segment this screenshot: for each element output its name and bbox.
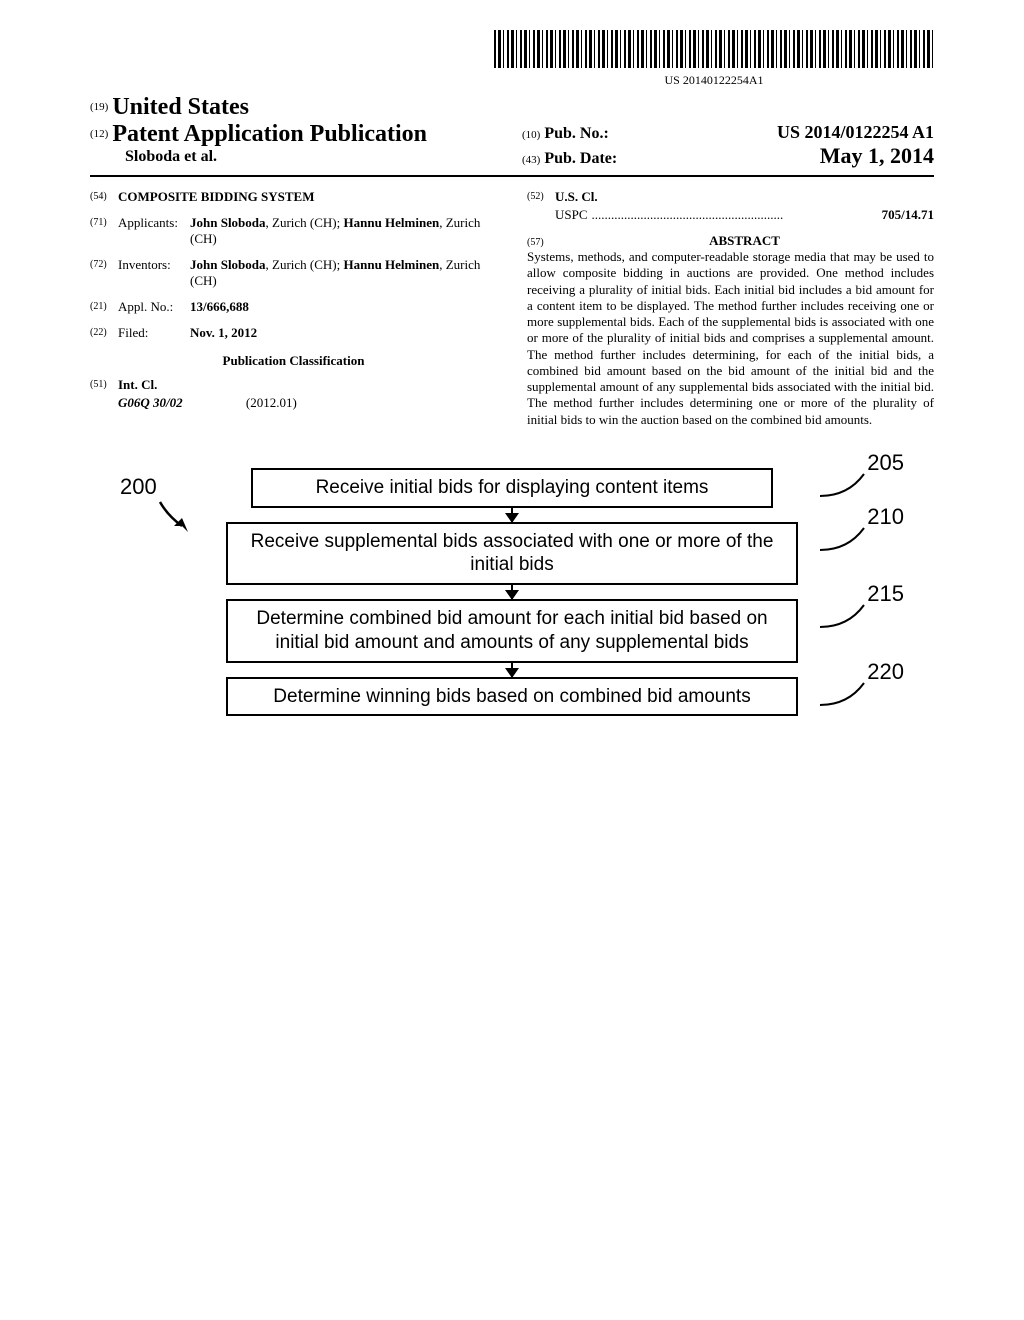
leader-line-icon bbox=[818, 524, 878, 560]
flow-step-box: Determine winning bids based on combined… bbox=[226, 677, 798, 717]
inventors: John Sloboda, Zurich (CH); Hannu Helmine… bbox=[190, 257, 497, 289]
abstract-label: ABSTRACT bbox=[555, 233, 934, 249]
pub-no-label: Pub. No.: bbox=[544, 125, 608, 143]
f21-num: (21) bbox=[90, 299, 118, 315]
f22-num: (22) bbox=[90, 325, 118, 341]
f72-num: (72) bbox=[90, 257, 118, 289]
publication-type: Patent Application Publication bbox=[112, 121, 427, 147]
header-left: (19) United States (12) Patent Applicati… bbox=[90, 94, 502, 169]
int-cl-year: (2012.01) bbox=[246, 395, 297, 410]
f22-label: Filed: bbox=[118, 325, 190, 341]
flow-step-row: Determine winning bids based on combined… bbox=[130, 677, 894, 717]
biblio-columns: (54) COMPOSITE BIDDING SYSTEM (71) Appli… bbox=[90, 189, 934, 428]
abstract-text: Systems, methods, and computer-readable … bbox=[527, 249, 934, 428]
uspc-dots: ........................................… bbox=[588, 207, 882, 223]
leader-line-icon bbox=[818, 679, 878, 715]
flow-steps-container: Receive initial bids for displaying cont… bbox=[130, 468, 894, 717]
applicant-2-name: Hannu Helminen bbox=[344, 215, 440, 230]
applicant-1-loc: , Zurich (CH); bbox=[266, 215, 344, 230]
barcode-block: US 20140122254A1 bbox=[90, 30, 934, 88]
f71-num: (71) bbox=[90, 215, 118, 247]
pub-date-label: Pub. Date: bbox=[544, 150, 617, 168]
int-cl-code-value: G06Q 30/02 bbox=[118, 395, 183, 410]
flow-step-box: Receive supplemental bids associated wit… bbox=[226, 522, 798, 586]
f21-label: Appl. No.: bbox=[118, 299, 190, 315]
arrow-down-icon bbox=[511, 585, 513, 599]
inventor-1-name: John Sloboda bbox=[190, 257, 266, 272]
pub-no: US 2014/0122254 A1 bbox=[777, 122, 934, 143]
header-right: (10) Pub. No.: US 2014/0122254 A1 (43) P… bbox=[522, 94, 934, 169]
authors: Sloboda et al. bbox=[90, 148, 502, 166]
header-rule bbox=[90, 175, 934, 177]
barcode-graphic bbox=[494, 30, 934, 68]
arrow-down-icon bbox=[511, 663, 513, 677]
num-10: (10) bbox=[522, 129, 540, 141]
flow-step-box: Receive initial bids for displaying cont… bbox=[251, 468, 773, 508]
us-cl-label: U.S. Cl. bbox=[555, 189, 934, 205]
inventor-2-name: Hannu Helminen bbox=[344, 257, 440, 272]
int-cl-label: Int. Cl. bbox=[118, 377, 497, 393]
int-cl-code: G06Q 30/02 (2012.01) bbox=[118, 395, 497, 411]
num-43: (43) bbox=[522, 154, 540, 166]
left-column: (54) COMPOSITE BIDDING SYSTEM (71) Appli… bbox=[90, 189, 497, 428]
arrow-down-icon bbox=[511, 508, 513, 522]
num-12: (12) bbox=[90, 128, 108, 140]
f72-label: Inventors: bbox=[118, 257, 190, 289]
uspc-label: USPC bbox=[555, 207, 588, 223]
pub-class-header: Publication Classification bbox=[90, 353, 497, 369]
filed-date: Nov. 1, 2012 bbox=[190, 325, 497, 341]
country: United States bbox=[112, 94, 249, 120]
applicant-1-name: John Sloboda bbox=[190, 215, 266, 230]
f52-num: (52) bbox=[527, 189, 555, 205]
patent-page: US 20140122254A1 (19) United States (12)… bbox=[0, 0, 1024, 756]
f71-label: Applicants: bbox=[118, 215, 190, 247]
leader-line-icon bbox=[818, 470, 878, 506]
title: COMPOSITE BIDDING SYSTEM bbox=[118, 189, 497, 205]
flowchart: 200 Receive initial bids for displaying … bbox=[130, 468, 894, 717]
flow-step-row: Receive initial bids for displaying cont… bbox=[130, 468, 894, 508]
header: (19) United States (12) Patent Applicati… bbox=[90, 94, 934, 169]
inventor-1-loc: , Zurich (CH); bbox=[266, 257, 344, 272]
uspc-row: USPC ...................................… bbox=[555, 207, 934, 223]
appl-no: 13/666,688 bbox=[190, 299, 497, 315]
flow-step-row: Receive supplemental bids associated wit… bbox=[130, 522, 894, 586]
right-column: (52) U.S. Cl. USPC .....................… bbox=[527, 189, 934, 428]
f51-num: (51) bbox=[90, 377, 118, 393]
flow-step-row: Determine combined bid amount for each i… bbox=[130, 599, 894, 663]
leader-line-icon bbox=[818, 601, 878, 637]
num-19: (19) bbox=[90, 101, 108, 113]
barcode-text: US 20140122254A1 bbox=[494, 73, 934, 88]
f57-num: (57) bbox=[527, 235, 555, 248]
f54-num: (54) bbox=[90, 189, 118, 205]
applicants: John Sloboda, Zurich (CH); Hannu Helmine… bbox=[190, 215, 497, 247]
flow-step-box: Determine combined bid amount for each i… bbox=[226, 599, 798, 663]
pub-date: May 1, 2014 bbox=[820, 143, 934, 169]
uspc-value: 705/14.71 bbox=[882, 207, 934, 223]
